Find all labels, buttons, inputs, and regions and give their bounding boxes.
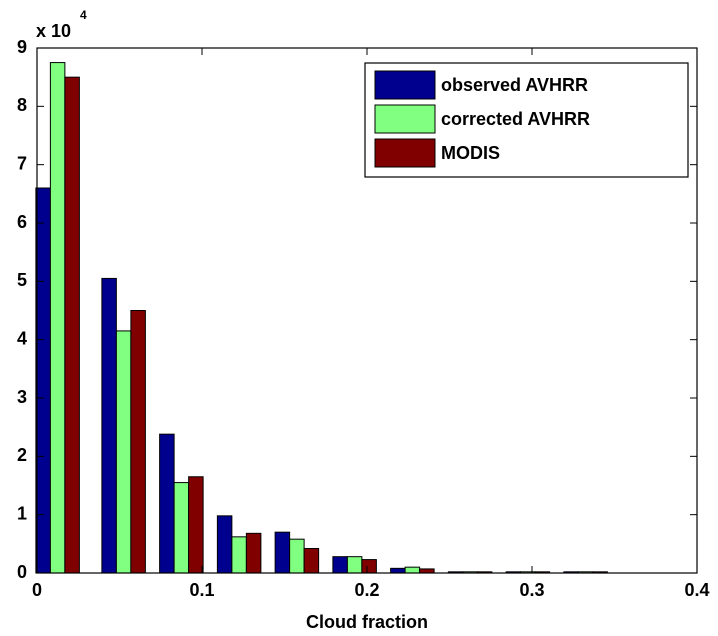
bar <box>64 76 80 574</box>
bar <box>274 531 291 574</box>
y-multiplier: x 10 <box>36 21 71 41</box>
bar <box>419 568 435 574</box>
bar <box>173 482 190 574</box>
bar <box>346 556 363 574</box>
y-tick-label: 8 <box>17 95 27 115</box>
bar <box>245 532 262 574</box>
y-multiplier-exponent: 4 <box>80 8 87 22</box>
bar <box>159 433 175 574</box>
bar <box>35 187 51 574</box>
x-axis-label: Cloud fraction <box>306 612 428 632</box>
y-tick-label: 9 <box>17 37 27 57</box>
bar <box>115 330 132 574</box>
bar <box>404 566 421 574</box>
legend-swatch <box>374 70 436 100</box>
bar <box>49 62 66 574</box>
y-tick-label: 4 <box>17 328 27 348</box>
y-tick-label: 7 <box>17 153 27 173</box>
bar <box>289 538 305 574</box>
bar <box>188 476 204 574</box>
y-tick-label: 5 <box>17 270 27 290</box>
bar <box>303 548 320 574</box>
bar <box>390 567 406 574</box>
legend-label: observed AVHRR <box>441 75 588 95</box>
y-tick-label: 6 <box>17 212 27 232</box>
bar <box>216 515 233 574</box>
y-tick-label: 3 <box>17 387 27 407</box>
x-tick-label: 0 <box>32 580 42 600</box>
legend-label: MODIS <box>441 143 500 163</box>
y-tick-label: 1 <box>17 503 27 523</box>
y-tick-label: 0 <box>17 562 27 582</box>
legend-swatch <box>374 104 436 134</box>
bar <box>130 310 146 574</box>
bar <box>231 536 247 574</box>
x-tick-label: 0.2 <box>354 580 379 600</box>
legend-swatch <box>374 138 436 168</box>
bar <box>361 559 377 574</box>
x-tick-label: 0.4 <box>684 580 709 600</box>
y-tick-label: 2 <box>17 445 27 465</box>
x-tick-label: 0.1 <box>189 580 214 600</box>
bar <box>332 556 348 574</box>
bar <box>101 277 117 574</box>
legend-label: corrected AVHRR <box>441 109 590 129</box>
x-tick-label: 0.3 <box>519 580 544 600</box>
